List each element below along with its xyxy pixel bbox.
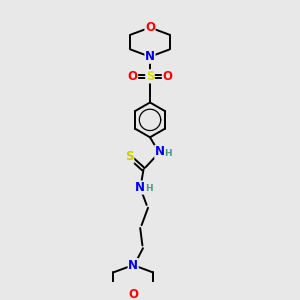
Text: O: O xyxy=(145,21,155,34)
Text: N: N xyxy=(145,50,155,63)
Text: N: N xyxy=(135,181,145,194)
Text: O: O xyxy=(162,70,172,83)
Text: O: O xyxy=(128,288,138,300)
Text: N: N xyxy=(155,146,165,158)
Text: N: N xyxy=(128,259,138,272)
Text: S: S xyxy=(125,150,134,163)
Text: O: O xyxy=(128,70,138,83)
Text: H: H xyxy=(164,149,172,158)
Text: S: S xyxy=(146,70,154,83)
Text: H: H xyxy=(145,184,153,194)
